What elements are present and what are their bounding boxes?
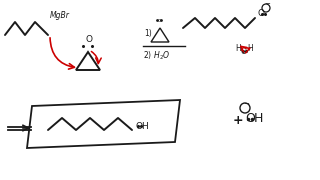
Text: MgBr: MgBr (50, 11, 70, 20)
Text: O: O (258, 9, 265, 18)
Text: $2)\ H_2O$: $2)\ H_2O$ (143, 49, 170, 62)
Text: o: o (157, 18, 161, 23)
Text: OH: OH (135, 122, 149, 131)
Text: O: O (245, 112, 255, 125)
Text: −: − (243, 101, 249, 107)
Text: −: − (264, 1, 270, 7)
Text: H: H (247, 44, 253, 53)
Text: O: O (241, 47, 247, 56)
Text: H: H (254, 112, 263, 125)
Text: +: + (233, 114, 244, 127)
Text: O: O (85, 35, 92, 44)
Text: 1): 1) (144, 29, 152, 38)
Text: H: H (235, 44, 241, 53)
